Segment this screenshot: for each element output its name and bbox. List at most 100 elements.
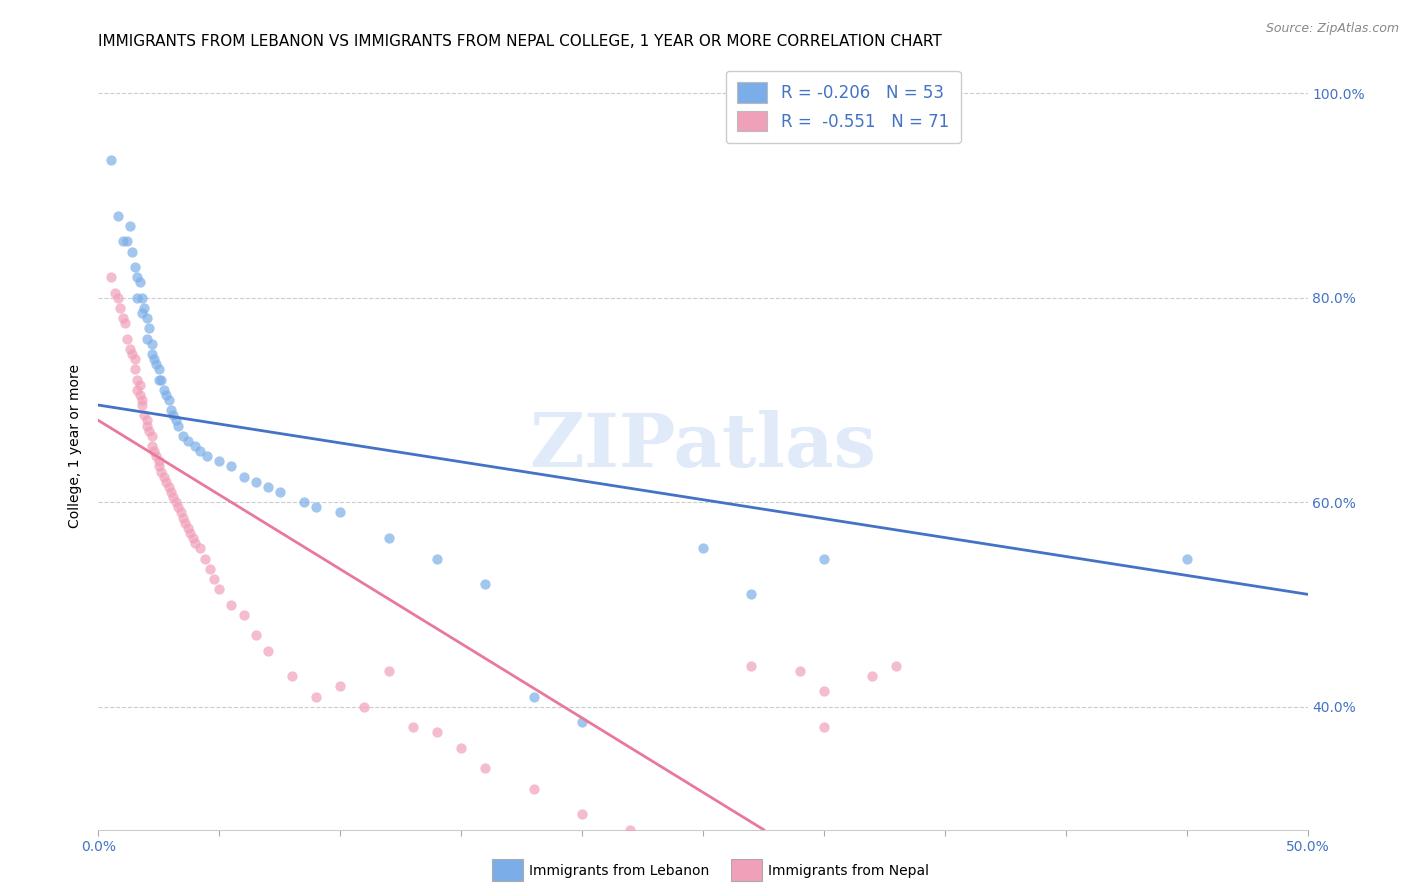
Point (692, 541, 714, 556)
Point (127, 383, 149, 397)
Text: ZIPatlas: ZIPatlas (530, 409, 876, 483)
Point (813, 684, 835, 698)
Point (124, 352, 146, 367)
Point (141, 336, 163, 351)
Point (131, 398, 153, 412)
Point (157, 480, 180, 494)
Point (141, 429, 163, 443)
Point (860, 669, 883, 683)
Point (194, 551, 217, 566)
Point (523, 690, 546, 704)
Point (160, 485, 183, 500)
Point (886, 659, 908, 673)
Point (155, 388, 177, 402)
Point (128, 388, 150, 402)
Point (329, 506, 352, 520)
Point (141, 347, 163, 361)
Point (167, 500, 190, 515)
Point (740, 659, 762, 673)
Point (135, 418, 157, 433)
Point (141, 439, 163, 453)
Point (117, 235, 139, 249)
Point (292, 495, 315, 509)
Point (402, 720, 425, 734)
Point (148, 459, 170, 474)
Point (118, 342, 141, 356)
Point (232, 469, 254, 483)
Point (177, 434, 200, 448)
Point (281, 669, 304, 683)
Point (155, 475, 177, 489)
Point (162, 490, 184, 504)
Text: Immigrants from Nepal: Immigrants from Nepal (768, 863, 929, 878)
Point (134, 409, 156, 423)
Point (131, 306, 153, 320)
Point (135, 311, 157, 326)
Point (167, 418, 190, 433)
Point (118, 219, 141, 233)
Point (107, 209, 129, 223)
Point (450, 740, 472, 755)
Legend: R = -0.206   N = 53, R =  -0.551   N = 71: R = -0.206 N = 53, R = -0.551 N = 71 (725, 70, 960, 143)
Point (474, 577, 496, 591)
Point (188, 444, 211, 458)
Point (188, 541, 211, 556)
Point (329, 679, 352, 693)
Point (135, 413, 157, 427)
Point (305, 690, 328, 704)
Point (571, 807, 593, 822)
Point (150, 465, 173, 479)
Point (426, 551, 449, 566)
Point (121, 347, 143, 361)
Point (474, 761, 496, 775)
Point (135, 332, 157, 346)
Text: Immigrants from Lebanon: Immigrants from Lebanon (529, 863, 709, 878)
Point (160, 403, 183, 417)
Point (184, 439, 207, 453)
Point (134, 301, 156, 315)
Point (157, 392, 180, 407)
Point (179, 525, 201, 540)
Point (162, 409, 184, 423)
Point (1175, 551, 1198, 566)
Point (131, 392, 153, 407)
Point (114, 316, 136, 330)
Point (426, 725, 449, 739)
Point (127, 372, 149, 386)
Point (232, 607, 254, 622)
Point (198, 562, 221, 576)
Point (145, 449, 167, 463)
Point (138, 424, 160, 438)
Point (128, 377, 150, 392)
Point (256, 480, 278, 494)
Point (124, 362, 146, 376)
Point (117, 332, 139, 346)
Point (148, 454, 170, 468)
Point (143, 352, 166, 367)
Point (143, 444, 166, 458)
Point (571, 715, 593, 730)
Point (174, 516, 197, 530)
Point (131, 291, 153, 305)
Point (127, 270, 149, 285)
Point (107, 291, 129, 305)
Point (305, 500, 328, 515)
Point (127, 291, 149, 305)
Point (377, 664, 399, 678)
Point (208, 454, 231, 468)
Point (184, 536, 207, 550)
Point (108, 301, 131, 315)
Point (181, 531, 204, 545)
Point (100, 153, 122, 167)
Point (813, 720, 835, 734)
Point (221, 598, 243, 612)
Point (124, 260, 146, 274)
Point (138, 321, 160, 335)
Point (692, 838, 714, 852)
Point (165, 413, 187, 427)
Point (165, 495, 187, 509)
Point (353, 699, 375, 714)
Point (111, 311, 134, 326)
Point (152, 383, 174, 397)
Point (619, 822, 641, 837)
